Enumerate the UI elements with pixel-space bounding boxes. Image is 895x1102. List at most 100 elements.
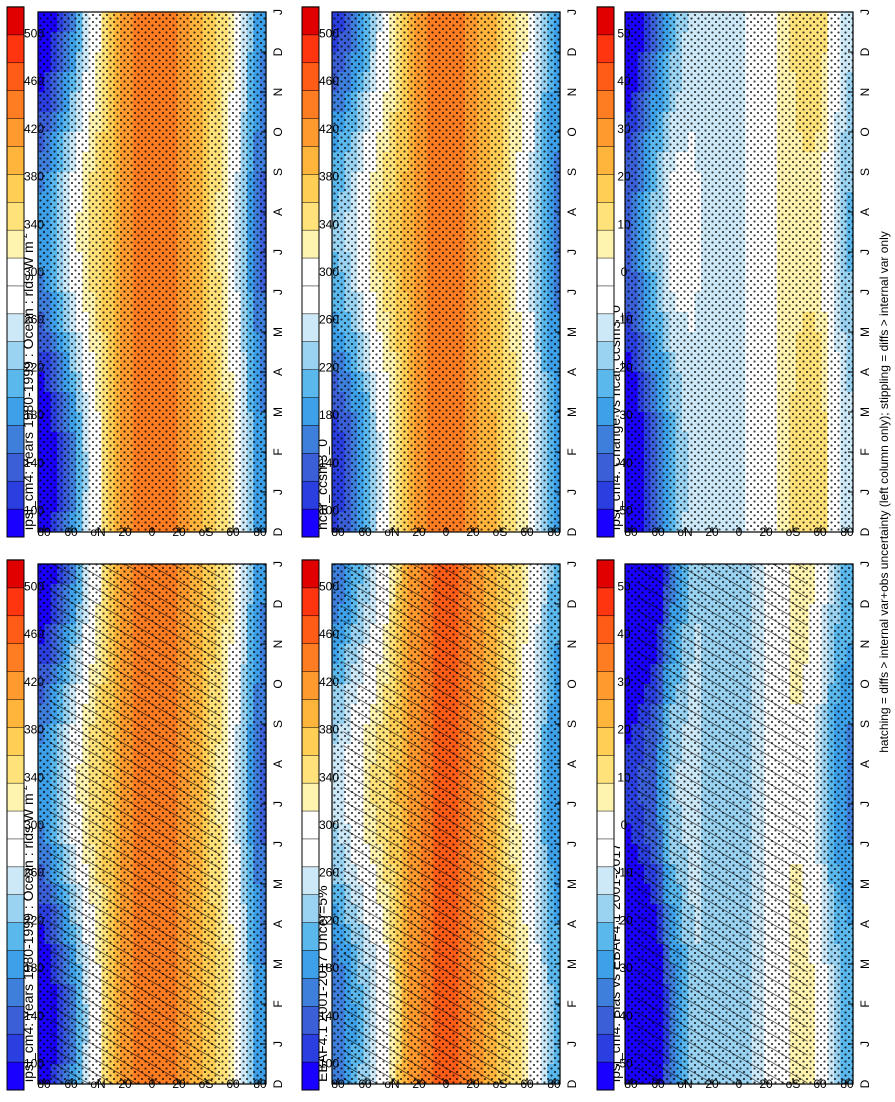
colorbar-swatch bbox=[301, 34, 320, 64]
y-tick-label: 60 bbox=[520, 525, 534, 539]
colorbar-label: 180 bbox=[319, 408, 339, 422]
colorbar-swatch bbox=[301, 615, 320, 644]
colorbar-swatch bbox=[6, 313, 25, 342]
colorbar-label: 340 bbox=[24, 770, 44, 784]
y-tick-label: 20 bbox=[172, 525, 186, 539]
y-tick-label: oN bbox=[90, 1077, 105, 1091]
panel-ipsl-model-hatched: ipsl_cm4: Years 1980-1999 : Ocean : rlds… bbox=[6, 559, 285, 1091]
x-tick-label: S bbox=[565, 168, 579, 176]
colorbar-label: 380 bbox=[319, 723, 339, 737]
colorbar-swatch bbox=[6, 424, 25, 454]
colorbar-swatch bbox=[301, 866, 320, 895]
y-tick-label: oS bbox=[199, 525, 214, 539]
x-tick-label: A bbox=[565, 920, 579, 928]
colorbar-label: 260 bbox=[24, 313, 44, 327]
figure-root: ipsl_cm4: Years 1980-1999 : Ocean : rlds… bbox=[6, 6, 891, 1091]
y-tick-label: 80 bbox=[331, 1077, 345, 1091]
x-tick-label: S bbox=[271, 168, 285, 176]
y-tick-label: 0 bbox=[443, 1077, 450, 1091]
x-tick-label: N bbox=[271, 88, 285, 97]
x-tick-label: D bbox=[565, 1079, 579, 1088]
colorbar-swatch bbox=[301, 90, 320, 119]
x-tick-label: A bbox=[271, 920, 285, 928]
colorbar-swatch bbox=[6, 782, 25, 812]
x-tick-label: M bbox=[565, 407, 579, 417]
y-tick-label: 60 bbox=[358, 525, 372, 539]
colorbar-frame bbox=[301, 559, 320, 1091]
colorbar-swatch bbox=[301, 559, 320, 589]
x-tick-label: J bbox=[565, 9, 579, 15]
colorbar-label: 140 bbox=[24, 456, 44, 470]
colorbar-label: 340 bbox=[24, 217, 44, 231]
colorbar-swatch bbox=[301, 726, 320, 756]
x-tick-label: M bbox=[271, 327, 285, 337]
x-tick-label: J bbox=[565, 289, 579, 295]
x-tick-label: J bbox=[271, 289, 285, 295]
colorbar-swatch bbox=[6, 670, 25, 700]
colorbar-swatch bbox=[6, 810, 25, 840]
colorbar-swatch bbox=[6, 754, 25, 784]
y-tick-label: 20 bbox=[118, 525, 132, 539]
colorbar-swatch bbox=[301, 1005, 320, 1035]
y-tick-label: 60 bbox=[226, 1077, 240, 1091]
x-tick-label: J bbox=[271, 561, 285, 567]
colorbar-swatch bbox=[301, 698, 320, 728]
x-tick-label: M bbox=[565, 879, 579, 889]
colorbar-label: 460 bbox=[24, 74, 44, 88]
colorbar-swatch bbox=[301, 424, 320, 454]
colorbar-swatch bbox=[6, 508, 25, 538]
x-tick-label: M bbox=[271, 407, 285, 417]
x-tick-label: J bbox=[271, 489, 285, 495]
x-tick-label: J bbox=[271, 249, 285, 255]
colorbar-swatch bbox=[6, 368, 25, 398]
colorbar-swatch bbox=[301, 6, 320, 36]
colorbar-swatch bbox=[6, 949, 25, 979]
y-tick-label: 80 bbox=[37, 1077, 51, 1091]
colorbar-label: 420 bbox=[319, 675, 339, 689]
colorbar-swatch bbox=[301, 368, 320, 398]
colorbar-swatch bbox=[6, 838, 25, 868]
colorbar-swatch bbox=[301, 587, 320, 617]
colorbar-swatch bbox=[6, 6, 25, 36]
x-tick-label: F bbox=[271, 448, 285, 455]
colorbar-swatch bbox=[6, 643, 25, 672]
y-tick-label: 20 bbox=[412, 525, 426, 539]
colorbar-swatch bbox=[301, 921, 320, 951]
colorbar-swatch bbox=[301, 62, 320, 91]
hatch-overlay bbox=[343, 564, 515, 1084]
colorbar-swatch bbox=[301, 145, 320, 175]
colorbar-label: 260 bbox=[319, 313, 339, 327]
colorbar-label: 340 bbox=[319, 217, 339, 231]
y-tick-label: 80 bbox=[547, 1077, 561, 1091]
y-tick-label: 60 bbox=[64, 525, 78, 539]
x-tick-label: D bbox=[565, 47, 579, 56]
colorbar-label: 420 bbox=[319, 122, 339, 136]
colorbar-label: 220 bbox=[24, 360, 44, 374]
colorbar-swatch bbox=[301, 508, 320, 538]
x-tick-label: F bbox=[271, 1000, 285, 1007]
colorbar-swatch bbox=[301, 977, 320, 1007]
x-tick-label: J bbox=[565, 841, 579, 847]
x-tick-label: J bbox=[271, 9, 285, 15]
colorbar-swatch bbox=[301, 670, 320, 700]
colorbar-label: 300 bbox=[319, 818, 339, 832]
y-tick-label: oS bbox=[199, 1077, 214, 1091]
x-tick-label: A bbox=[271, 368, 285, 376]
colorbar-swatch bbox=[6, 341, 25, 370]
y-tick-label: oS bbox=[493, 525, 508, 539]
colorbar-swatch bbox=[301, 452, 320, 482]
colorbar-swatch bbox=[301, 257, 320, 287]
colorbar-frame bbox=[6, 6, 25, 538]
x-tick-label: D bbox=[271, 47, 285, 56]
colorbar-swatch bbox=[6, 921, 25, 951]
colorbar-label: 180 bbox=[24, 961, 44, 975]
colorbar-label: 500 bbox=[319, 580, 339, 594]
colorbar-label: 500 bbox=[24, 27, 44, 41]
x-tick-label: M bbox=[565, 959, 579, 969]
colorbar-swatch bbox=[301, 782, 320, 812]
colorbar-swatch bbox=[6, 1061, 25, 1091]
colorbar-swatch bbox=[301, 810, 320, 840]
